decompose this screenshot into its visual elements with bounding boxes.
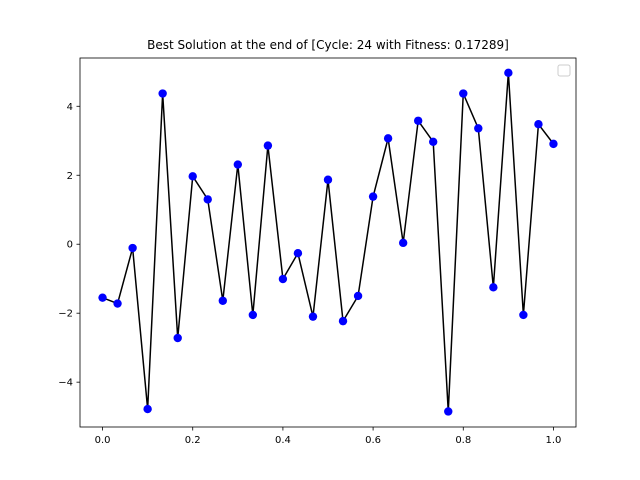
data-point	[428, 137, 438, 147]
axes-spine	[79, 57, 577, 428]
data-point	[338, 316, 348, 326]
data-point	[143, 404, 152, 414]
x-tick-label: 1.0	[546, 435, 562, 446]
data-point	[459, 89, 468, 98]
y-tick-label: 2	[67, 171, 73, 182]
data-point	[353, 291, 363, 301]
data-point	[474, 124, 483, 133]
data-point	[308, 312, 318, 321]
chart-title: Best Solution at the end of [Cycle: 24 w…	[147, 38, 509, 52]
data-point	[278, 274, 288, 284]
legend-box	[557, 64, 571, 77]
data-point	[549, 139, 558, 149]
x-tick-label: 0.8	[455, 435, 471, 446]
data-point	[293, 248, 303, 258]
data-point	[398, 238, 408, 248]
x-tick-label: 0.4	[275, 435, 291, 446]
data-point	[323, 175, 333, 184]
data-point	[128, 243, 137, 253]
data-point	[173, 333, 182, 343]
axes-frame	[79, 57, 577, 428]
x-tick-label: 0.6	[365, 435, 381, 446]
data-point	[233, 160, 243, 169]
data-point	[218, 296, 228, 305]
y-tick-label: 4	[67, 102, 73, 113]
x-tick-label: 0.0	[95, 435, 111, 446]
data-point	[504, 68, 513, 78]
x-tick-label: 0.2	[185, 435, 201, 446]
data-point	[383, 134, 393, 143]
data-point	[263, 141, 273, 150]
y-tick-label: 0	[67, 240, 73, 251]
data-point	[534, 120, 543, 129]
data-point	[203, 195, 212, 204]
data-point	[158, 89, 167, 98]
data-point	[248, 310, 258, 320]
data-point	[444, 407, 453, 416]
data-point	[413, 116, 423, 125]
data-point	[98, 293, 107, 302]
data-point-group	[98, 68, 558, 416]
data-point	[519, 310, 528, 320]
y-tick-label: −2	[58, 309, 73, 320]
y-tick-label: −4	[58, 378, 73, 389]
data-point	[489, 283, 498, 292]
data-point	[188, 172, 197, 181]
data-point	[368, 192, 378, 201]
tick-group: 0.0 0.2 0.4 0.6 0.8 1.0 −4 −2 0 2 4	[58, 102, 561, 446]
data-point	[113, 299, 122, 308]
